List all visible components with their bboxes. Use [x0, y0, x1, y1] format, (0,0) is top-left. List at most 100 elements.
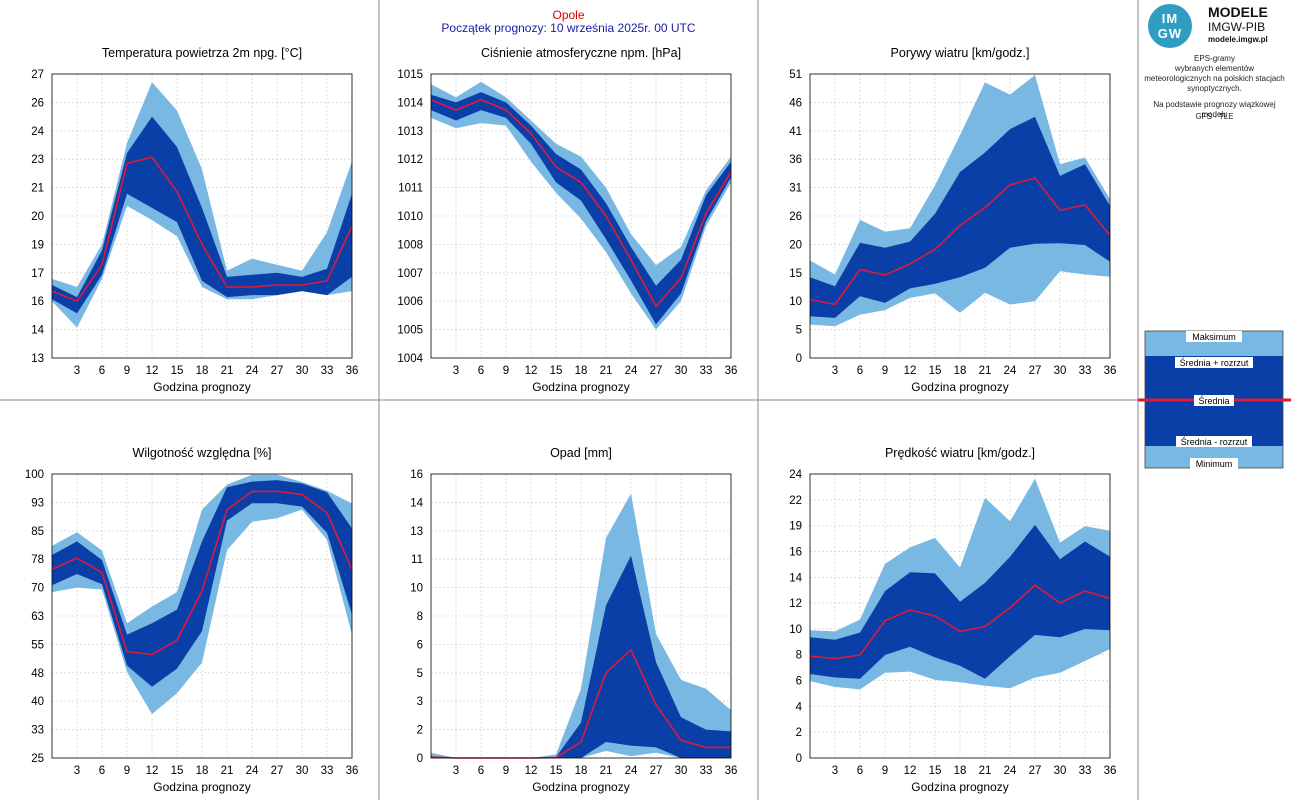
y-tick-label: 13 [31, 353, 44, 365]
x-tick-label: 9 [503, 365, 509, 377]
y-tick-label: 8 [796, 650, 802, 662]
x-tick-label: 30 [1054, 365, 1067, 377]
logo-subtitle: IMGW-PIB [1208, 20, 1266, 34]
x-tick-label: 27 [1029, 365, 1042, 377]
y-tick-label: 55 [31, 639, 44, 651]
x-axis-label: Godzina prognozy [911, 780, 1008, 794]
y-tick-label: 3 [417, 696, 423, 708]
x-tick-label: 24 [625, 365, 638, 377]
y-tick-label: 14 [31, 325, 44, 337]
x-tick-label: 30 [296, 365, 309, 377]
y-tick-label: 5 [796, 325, 802, 337]
x-tick-label: 6 [99, 765, 105, 777]
y-tick-label: 27 [31, 69, 44, 81]
plot-frame [430, 473, 732, 759]
chart-1: Ciśnienie atmosferyczne npm. [hPa] 1004 10… [397, 46, 737, 394]
x-axis-label: Godzina prognozy [911, 380, 1008, 394]
x-tick-label: 24 [246, 365, 259, 377]
x-tick-label: 12 [525, 765, 538, 777]
x-tick-label: 33 [1079, 765, 1092, 777]
x-tick-label: 27 [650, 365, 663, 377]
legend-label-mean-minus: Średnia - rozrzut [1181, 436, 1248, 447]
x-tick-label: 18 [954, 365, 967, 377]
x-tick-label: 12 [525, 365, 538, 377]
x-tick-label: 30 [296, 765, 309, 777]
y-tick-label: 19 [31, 239, 44, 251]
y-tick-label: 100 [25, 469, 44, 481]
x-tick-label: 9 [124, 765, 130, 777]
y-tick-label: 1007 [397, 268, 423, 280]
legend-label-mean-plus: Średnia + rozrzut [1180, 357, 1249, 368]
x-tick-label: 15 [171, 365, 184, 377]
x-tick-label: 36 [346, 365, 359, 377]
y-tick-label: 10 [410, 583, 423, 595]
x-tick-label: 36 [725, 365, 738, 377]
y-tick-label: 11 [411, 554, 423, 566]
y-tick-label: 5 [417, 668, 423, 680]
y-tick-label: 6 [796, 676, 802, 688]
x-tick-label: 27 [271, 365, 284, 377]
chart-title: Prędkość wiatru [km/godz.] [885, 446, 1035, 460]
spread-band [431, 555, 731, 758]
minmax-band [431, 493, 731, 758]
y-tick-label: 26 [789, 211, 802, 223]
y-tick-label: 1006 [397, 296, 423, 308]
x-tick-label: 6 [857, 765, 863, 777]
y-tick-label: 15 [789, 268, 802, 280]
chart-title: Ciśnienie atmosferyczne npm. [hPa] [481, 46, 681, 60]
y-tick-label: 20 [789, 239, 802, 251]
x-tick-label: 12 [904, 765, 917, 777]
mean-line [809, 177, 1111, 306]
chart-5: Prędkość wiatru [km/godz.]02468101214161… [789, 446, 1116, 794]
x-tick-label: 3 [453, 365, 459, 377]
x-tick-label: 33 [1079, 365, 1092, 377]
y-tick-label: 1008 [397, 239, 423, 251]
y-tick-label: 21 [31, 183, 44, 195]
chart-title: Opad [mm] [550, 446, 612, 460]
x-tick-label: 3 [453, 765, 459, 777]
x-axis-label: Godzina prognozy [153, 780, 250, 794]
y-tick-label: 46 [789, 97, 802, 109]
minmax-band [52, 82, 352, 328]
legend: Maksimum Średnia + rozrzut Średnia Średn… [1138, 330, 1291, 469]
y-tick-label: 24 [31, 126, 44, 138]
x-tick-label: 33 [700, 365, 713, 377]
y-tick-label: 40 [31, 696, 44, 708]
y-tick-label: 48 [31, 668, 44, 680]
plot-frame [809, 473, 1111, 759]
legend-label-min: Minimum [1196, 459, 1233, 469]
x-tick-label: 30 [675, 765, 688, 777]
mean-line [51, 490, 353, 656]
y-tick-label: 1005 [397, 325, 423, 337]
y-tick-label: 25 [31, 753, 44, 765]
y-tick-label: 70 [31, 583, 44, 595]
imgw-logo[interactable]: IM GW MODELE IMGW-PIB modele.imgw.pl [1146, 2, 1286, 50]
y-tick-label: 1012 [397, 154, 423, 166]
y-tick-label: 1011 [398, 183, 423, 195]
x-tick-label: 36 [1104, 765, 1117, 777]
logo-url[interactable]: modele.imgw.pl [1208, 35, 1268, 44]
x-tick-label: 15 [929, 365, 942, 377]
y-tick-label: 14 [789, 572, 802, 584]
y-tick-label: 12 [789, 598, 802, 610]
y-tick-label: 0 [796, 353, 802, 365]
x-tick-label: 3 [74, 365, 80, 377]
y-tick-label: 4 [796, 701, 803, 713]
y-tick-label: 20 [31, 211, 44, 223]
x-tick-label: 36 [1104, 365, 1117, 377]
x-tick-label: 33 [700, 765, 713, 777]
spread-band [52, 480, 352, 687]
mean-line [51, 156, 353, 303]
y-tick-label: 41 [789, 126, 802, 138]
y-tick-label: 22 [789, 495, 802, 507]
x-tick-label: 6 [857, 365, 863, 377]
x-tick-label: 9 [882, 765, 888, 777]
plot-frame [809, 73, 1111, 359]
y-tick-label: 85 [31, 526, 44, 538]
spread-band [431, 92, 731, 325]
x-tick-label: 24 [625, 765, 638, 777]
logo-title: MODELE [1208, 4, 1268, 20]
y-tick-label: 19 [789, 521, 802, 533]
